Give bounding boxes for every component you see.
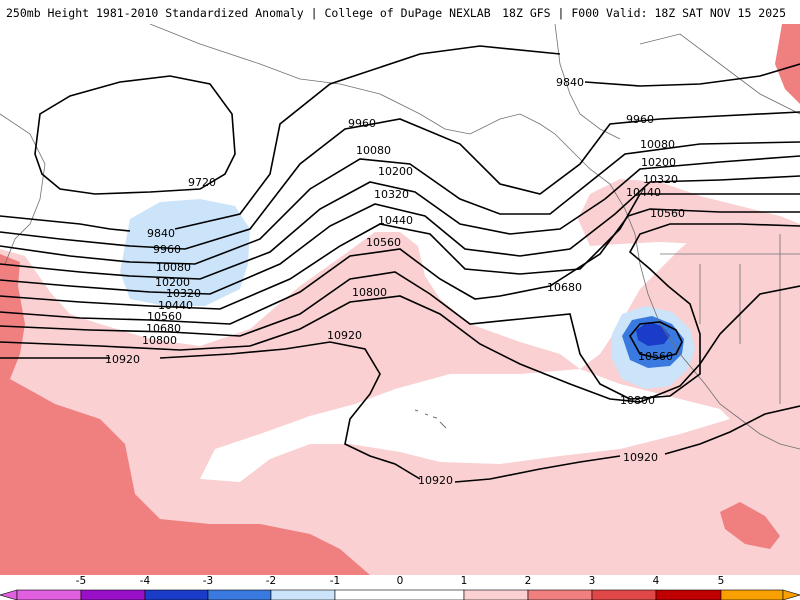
colorbar-segment [207, 589, 272, 600]
contour-label-10320-mid: 10320 [374, 188, 409, 201]
colorbar-tick: -5 [76, 575, 86, 587]
colorbar-segment [463, 589, 529, 600]
contour-9720 [34, 75, 236, 195]
contour-label-10560-west: 10560 [147, 310, 182, 323]
contour-10800 [0, 285, 800, 403]
contour-10680 [0, 223, 800, 400]
contour-label-10800-mid: 10800 [352, 286, 387, 299]
colorbar-tick: 5 [718, 575, 725, 587]
contour-10920-south [454, 455, 621, 483]
contour-10920 [159, 341, 421, 480]
contour-label-10800-south: 10800 [620, 394, 655, 407]
contour-label-10800-west: 10800 [142, 334, 177, 347]
contour-label-9840-east: 9840 [556, 76, 584, 89]
contour-label-10440-east: 10440 [626, 186, 661, 199]
colorbar-tick: 0 [397, 575, 404, 587]
contour-label-10680-west: 10680 [146, 322, 181, 335]
contour-9840-west [0, 215, 131, 232]
colorbar-segment [720, 589, 784, 600]
colorbar-segment [270, 589, 336, 600]
contour-label-10920-west: 10920 [105, 353, 140, 366]
contour-label-10200-mid: 10200 [378, 165, 413, 178]
contour-label-10560-east: 10560 [650, 207, 685, 220]
colorbar-tick: -2 [266, 575, 276, 587]
contour-label-10440-mid: 10440 [378, 214, 413, 227]
contour-label-9840-west: 9840 [147, 227, 175, 240]
contour-label-10320-east: 10320 [643, 173, 678, 186]
height-contours [0, 45, 800, 483]
neutral-region [200, 369, 730, 482]
contour-label-9720: 9720 [188, 176, 216, 189]
contour-label-10920-south: 10920 [418, 474, 453, 487]
contour-label-10200-east: 10200 [641, 156, 676, 169]
contour-10320 [0, 175, 800, 295]
colorbar-tick: 4 [653, 575, 660, 587]
coastlines [0, 24, 800, 450]
contour-label-10920-mid: 10920 [327, 329, 362, 342]
negative-anomaly-region [120, 199, 250, 306]
contour-labels: 9720 9840 9840 9960 9960 9960 10080 1008… [105, 76, 685, 487]
contour-9840-east [584, 63, 800, 87]
negative-anomaly-center [636, 322, 670, 346]
contour-label-10080-mid: 10080 [356, 144, 391, 157]
colorbar-tick: -4 [140, 575, 151, 587]
contour-10080 [0, 141, 800, 265]
contour-label-10080-west: 10080 [156, 261, 191, 274]
colorbar-segment [334, 589, 465, 600]
colorbar-segment [16, 589, 82, 600]
hawaii-islands [414, 409, 447, 429]
colorbar: -5 -4 -3 -2 -1 0 1 2 3 4 5 [0, 575, 800, 600]
colorbar-segment [144, 589, 209, 600]
contour-label-10320-west: 10320 [166, 287, 201, 300]
colorbar-arrow-left [0, 589, 18, 600]
colorbar-arrow-right [782, 589, 800, 600]
contour-label-9960-mid: 9960 [348, 117, 376, 130]
colorbar-tick-labels: -5 -4 -3 -2 -1 0 1 2 3 4 5 [76, 575, 725, 587]
contour-label-10200-west: 10200 [155, 276, 190, 289]
contour-10560-main [0, 208, 800, 325]
anomaly-map: 9720 9840 9840 9960 9960 9960 10080 1008… [0, 24, 800, 575]
contour-10200 [0, 155, 800, 280]
contour-10440 [0, 193, 800, 310]
contour-label-10560-low: 10560 [638, 350, 673, 363]
colorbar-segments [0, 589, 800, 600]
contour-10920-east [664, 405, 800, 455]
colorbar-segment [527, 589, 593, 600]
colorbar-tick: 3 [589, 575, 596, 587]
positive-anomaly-strong-region [775, 24, 800, 104]
model-valid-time: 18Z GFS | F000 Valid: 18Z SAT NOV 15 202… [502, 6, 786, 20]
colorbar-segment [655, 589, 722, 600]
colorbar-tick: -3 [203, 575, 213, 587]
contour-label-9960-west: 9960 [153, 243, 181, 256]
positive-anomaly-region [578, 179, 800, 256]
positive-anomaly-strong-region [720, 502, 780, 549]
header: 250mb Height 1981-2010 Standardized Anom… [0, 0, 800, 24]
contour-label-10920-east: 10920 [623, 451, 658, 464]
contour-label-9960-east: 9960 [626, 113, 654, 126]
colorbar-segment [591, 589, 657, 600]
contour-label-10560-mid: 10560 [366, 236, 401, 249]
colorbar-segment [80, 589, 146, 600]
contour-10560-closed [629, 321, 683, 359]
positive-anomaly-strong-region [0, 254, 370, 575]
contour-9840 [174, 45, 561, 230]
colorbar-tick: 1 [461, 575, 468, 587]
contour-label-10080-east: 10080 [640, 138, 675, 151]
colorbar-tick: 2 [525, 575, 532, 587]
contour-9960 [0, 111, 800, 250]
contour-label-10440-west: 10440 [158, 299, 193, 312]
colorbar-tick: -1 [330, 575, 340, 587]
contour-label-10680-east: 10680 [547, 281, 582, 294]
map-title: 250mb Height 1981-2010 Standardized Anom… [6, 6, 491, 20]
